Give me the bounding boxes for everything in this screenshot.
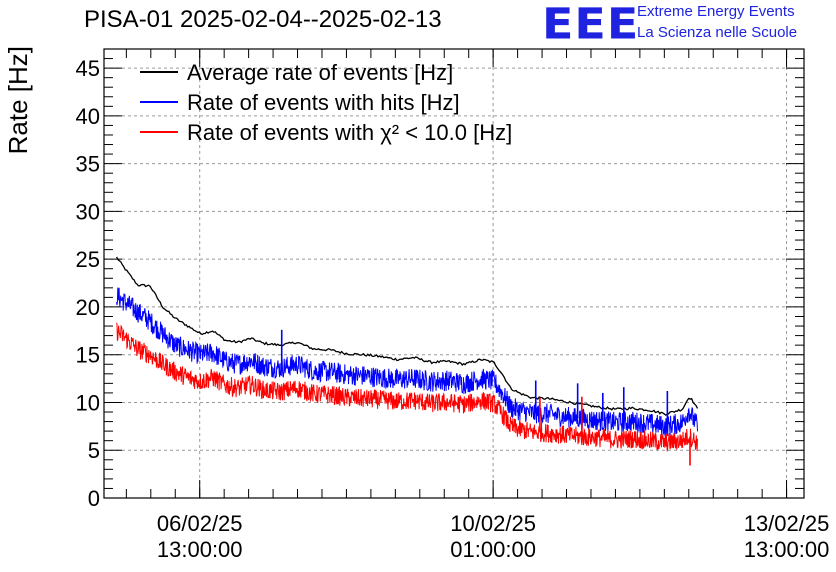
- x-tick-label-time: 13:00:00: [157, 537, 243, 562]
- eee-logo: EEE: [542, 0, 640, 49]
- series-line-average: [116, 256, 699, 416]
- series-line-hits: [116, 287, 698, 437]
- chart-title: PISA-01 2025-02-04--2025-02-13: [84, 6, 442, 33]
- x-tick-label-date: 06/02/25: [157, 511, 243, 536]
- y-tick-label: 5: [88, 438, 100, 463]
- x-tick-label-time: 01:00:00: [450, 537, 536, 562]
- x-tick-label-date: 10/02/25: [450, 511, 536, 536]
- x-tick-label-date: 13/02/25: [744, 511, 830, 536]
- series-line-chi2: [116, 322, 698, 452]
- logo-caption-line2: La Scienza nelle Scuole: [637, 24, 798, 41]
- y-tick-label: 15: [76, 343, 100, 368]
- y-tick-label: 20: [76, 295, 100, 320]
- logo-caption-line1: Extreme Energy Events: [637, 3, 795, 20]
- legend-label: Rate of events with χ² < 10.0 [Hz]: [187, 120, 512, 145]
- y-axis-label: Rate [Hz]: [3, 46, 33, 154]
- legend-label: Rate of events with hits [Hz]: [187, 90, 460, 115]
- y-tick-label: 25: [76, 247, 100, 272]
- x-tick-label-time: 13:00:00: [744, 537, 830, 562]
- y-tick-label: 45: [76, 56, 100, 81]
- legend-label: Average rate of events [Hz]: [187, 60, 453, 85]
- y-tick-label: 10: [76, 390, 100, 415]
- y-tick-label: 0: [88, 486, 100, 511]
- y-tick-label: 40: [76, 104, 100, 129]
- y-tick-label: 35: [76, 152, 100, 177]
- plot-frame: [103, 48, 805, 499]
- y-tick-label: 30: [76, 199, 100, 224]
